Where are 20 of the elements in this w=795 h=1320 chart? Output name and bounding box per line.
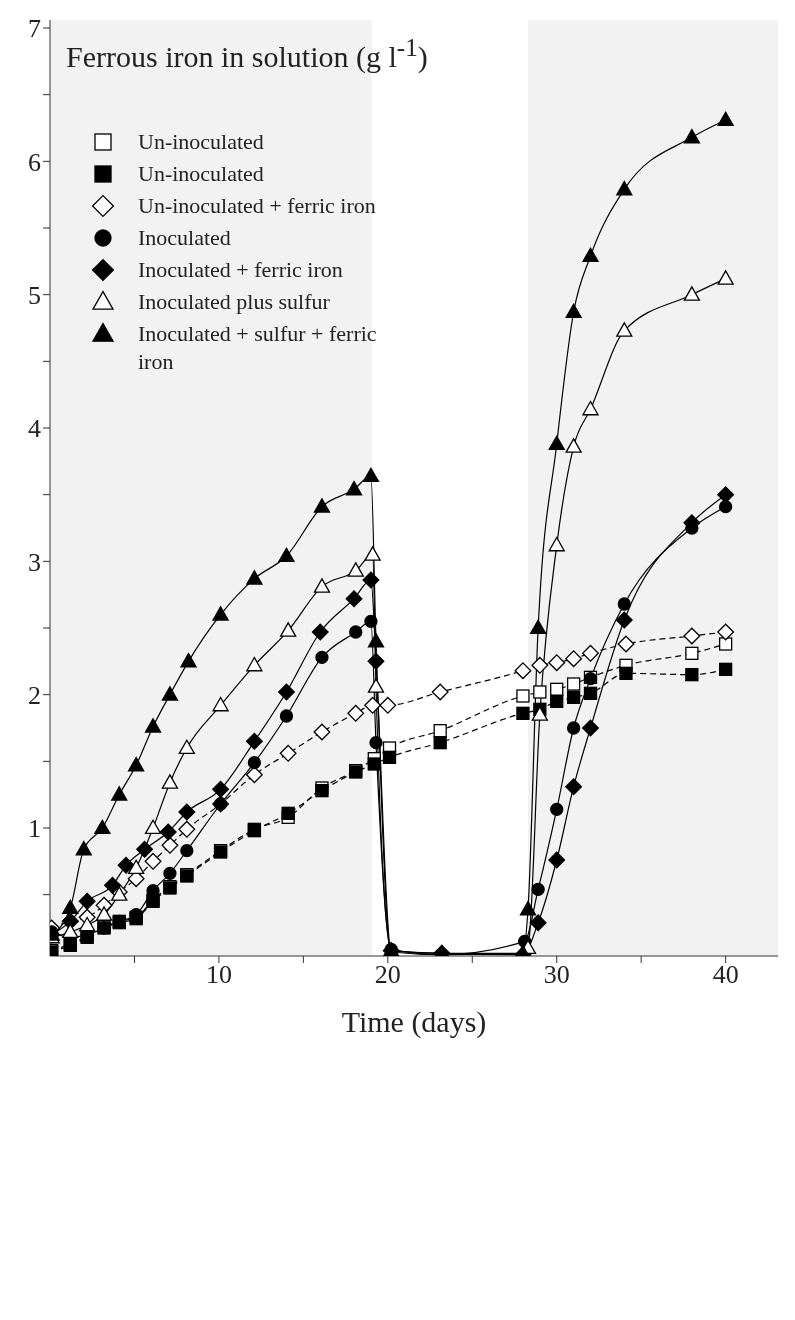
y-tick-label: 7 xyxy=(28,14,41,44)
x-tick-label: 20 xyxy=(374,960,401,990)
legend-label: Inoculated + sulfur + ferric iron xyxy=(138,320,378,376)
y-tick-label: 4 xyxy=(28,414,41,444)
legend-label: Inoculated plus sulfur xyxy=(138,288,330,316)
legend-label: Un-inoculated xyxy=(138,160,264,188)
x-tick-label: 10 xyxy=(205,960,232,990)
y-axis-title: Ferrous iron in solution (g l$^{-1}$) xyxy=(66,34,428,74)
legend-label: Inoculated xyxy=(138,224,231,252)
y-tick-label: 2 xyxy=(28,680,41,710)
y-tick-label: 5 xyxy=(28,280,41,310)
y-tick-label: 6 xyxy=(28,147,41,177)
legend-label: Un-inoculated + ferric iron xyxy=(138,192,376,220)
x-axis-title: Time (days) xyxy=(341,1005,487,1039)
y-tick-label: 1 xyxy=(28,814,41,844)
legend-label: Inoculated + ferric iron xyxy=(138,256,343,284)
y-tick-label: 3 xyxy=(28,547,41,577)
x-tick-label: 30 xyxy=(543,960,570,990)
x-tick-label: 40 xyxy=(712,960,739,990)
legend-label: Un-inoculated xyxy=(138,128,264,156)
